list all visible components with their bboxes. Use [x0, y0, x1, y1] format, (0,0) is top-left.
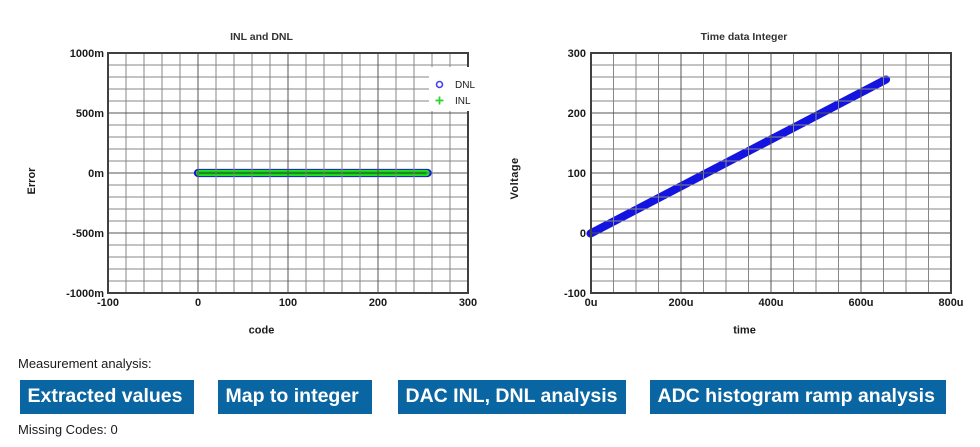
svg-text:600u: 600u [848, 297, 873, 309]
svg-text:800u: 800u [938, 297, 963, 309]
svg-text:-1000m: -1000m [66, 288, 104, 300]
svg-text:Voltage: Voltage [509, 157, 521, 199]
svg-text:Time data Integer: Time data Integer [701, 31, 788, 43]
svg-text:time: time [733, 325, 756, 337]
svg-text:0: 0 [580, 228, 586, 240]
svg-text:code: code [249, 325, 275, 337]
svg-text:200: 200 [369, 297, 387, 309]
svg-text:300: 300 [459, 297, 477, 309]
svg-text:0m: 0m [88, 168, 104, 180]
svg-text:200u: 200u [668, 297, 693, 309]
svg-text:100: 100 [279, 297, 297, 309]
svg-text:400u: 400u [758, 297, 783, 309]
svg-text:300: 300 [568, 48, 586, 60]
svg-text:-500m: -500m [72, 228, 104, 240]
svg-text:INL and DNL: INL and DNL [230, 31, 293, 43]
svg-text:-100: -100 [564, 288, 586, 300]
svg-text:0u: 0u [585, 297, 598, 309]
svg-text:0: 0 [195, 297, 201, 309]
svg-text:DNL: DNL [455, 80, 475, 91]
svg-text:200: 200 [568, 108, 586, 120]
svg-text:500m: 500m [76, 108, 104, 120]
svg-text:100: 100 [568, 168, 586, 180]
svg-text:-100: -100 [97, 297, 119, 309]
svg-text:1000m: 1000m [70, 48, 104, 60]
svg-text:Error: Error [26, 167, 38, 195]
svg-text:INL: INL [455, 96, 471, 107]
